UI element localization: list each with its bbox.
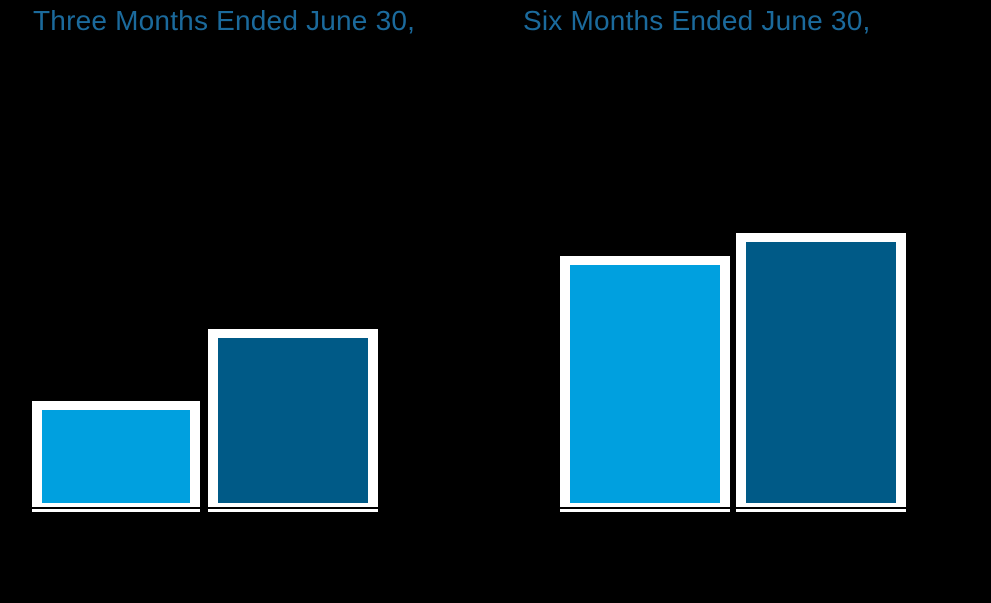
bar-series-1-light-blue: [570, 265, 720, 503]
axis-underline: [560, 509, 730, 512]
axis-underline: [736, 509, 906, 512]
axis-underline: [32, 509, 200, 512]
bar-series-2-dark-blue: [218, 338, 368, 503]
bar-frame: [560, 256, 730, 507]
bar-series-2-dark-blue: [746, 242, 896, 503]
bar-frame: [32, 401, 200, 507]
bar-frame: [208, 329, 378, 507]
panel-title-three-months: Three Months Ended June 30,: [33, 5, 416, 36]
bar-frame: [736, 233, 906, 507]
axis-underline: [208, 509, 378, 512]
panel-title-six-months: Six Months Ended June 30,: [523, 5, 871, 36]
bar-series-1-light-blue: [42, 410, 190, 503]
